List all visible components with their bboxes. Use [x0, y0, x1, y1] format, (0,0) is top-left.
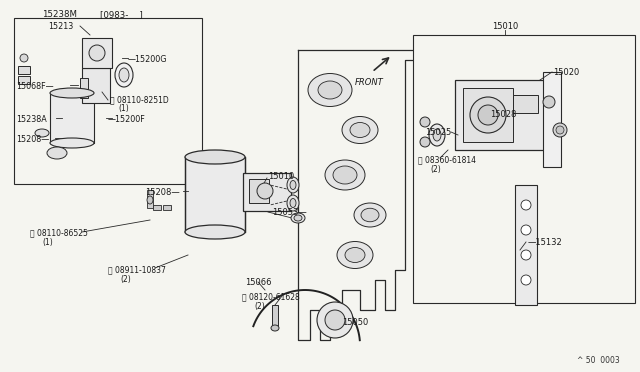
Bar: [82, 68, 110, 103]
Bar: [82, 38, 112, 68]
Ellipse shape: [433, 129, 441, 141]
Bar: [243, 173, 291, 211]
Text: FRONT: FRONT: [355, 78, 384, 87]
Bar: [272, 305, 278, 327]
Circle shape: [257, 183, 273, 199]
Text: 15025: 15025: [425, 128, 451, 137]
Ellipse shape: [354, 203, 386, 227]
Ellipse shape: [290, 180, 296, 189]
Text: 15208—: 15208—: [16, 135, 49, 144]
Bar: [153, 205, 161, 210]
Bar: [163, 205, 171, 210]
Ellipse shape: [361, 208, 379, 222]
Bar: [463, 88, 513, 142]
Text: 15010: 15010: [268, 172, 294, 181]
Bar: [249, 179, 269, 203]
Ellipse shape: [287, 195, 299, 211]
Text: (1): (1): [42, 238, 52, 247]
Ellipse shape: [50, 138, 94, 148]
Ellipse shape: [342, 116, 378, 144]
Ellipse shape: [333, 166, 357, 184]
Circle shape: [420, 137, 430, 147]
Text: —15200F: —15200F: [108, 115, 146, 124]
Ellipse shape: [287, 177, 299, 193]
Ellipse shape: [337, 241, 373, 269]
Bar: [455, 80, 545, 150]
Text: —15132: —15132: [528, 238, 563, 247]
Text: 15213: 15213: [48, 22, 73, 31]
Circle shape: [521, 275, 531, 285]
Circle shape: [553, 123, 567, 137]
Ellipse shape: [345, 247, 365, 263]
Text: 15238M: 15238M: [42, 10, 77, 19]
Bar: [515, 185, 537, 305]
Ellipse shape: [291, 213, 305, 223]
Text: ^ 50  0003: ^ 50 0003: [577, 356, 620, 365]
Ellipse shape: [119, 68, 129, 82]
Circle shape: [325, 310, 345, 330]
Circle shape: [317, 302, 353, 338]
Text: [0983-    ]: [0983- ]: [100, 10, 143, 19]
Circle shape: [478, 105, 498, 125]
Text: —15200G: —15200G: [128, 55, 168, 64]
Text: (1): (1): [118, 104, 129, 113]
Text: 15208—: 15208—: [145, 188, 180, 197]
Circle shape: [89, 45, 105, 61]
Bar: [80, 78, 88, 98]
Circle shape: [470, 97, 506, 133]
Circle shape: [521, 225, 531, 235]
Text: ⓝ 08911-10837: ⓝ 08911-10837: [108, 265, 166, 274]
Text: 15068F—: 15068F—: [16, 82, 54, 91]
Ellipse shape: [271, 325, 279, 331]
Text: 15238A: 15238A: [16, 115, 47, 124]
Ellipse shape: [308, 74, 352, 106]
Bar: [18, 66, 30, 74]
Bar: [147, 190, 153, 208]
Text: 15066: 15066: [245, 278, 271, 287]
Ellipse shape: [185, 225, 245, 239]
Ellipse shape: [185, 150, 245, 164]
Bar: [14, 18, 202, 184]
Text: 15020: 15020: [553, 68, 579, 77]
Bar: [185, 157, 245, 232]
Circle shape: [420, 117, 430, 127]
Ellipse shape: [47, 147, 67, 159]
Circle shape: [556, 126, 564, 134]
Ellipse shape: [294, 215, 302, 221]
Ellipse shape: [147, 196, 153, 204]
Ellipse shape: [50, 88, 94, 98]
Text: (2): (2): [430, 165, 441, 174]
Circle shape: [521, 250, 531, 260]
Text: Ⓑ 08110-86525: Ⓑ 08110-86525: [30, 228, 88, 237]
Bar: [413, 35, 635, 303]
Text: Ⓑ 08110-8251D: Ⓑ 08110-8251D: [110, 95, 169, 104]
Circle shape: [20, 54, 28, 62]
Bar: [513, 95, 538, 113]
Bar: [18, 76, 30, 84]
Ellipse shape: [429, 124, 445, 146]
Circle shape: [521, 200, 531, 210]
Text: 15028: 15028: [490, 110, 516, 119]
Bar: [50, 93, 94, 143]
Ellipse shape: [350, 122, 370, 138]
Bar: [543, 72, 561, 167]
Ellipse shape: [35, 129, 49, 137]
Ellipse shape: [290, 199, 296, 208]
Ellipse shape: [325, 160, 365, 190]
Ellipse shape: [115, 63, 133, 87]
Text: 15053—: 15053—: [272, 208, 307, 217]
Text: (2): (2): [254, 302, 265, 311]
Text: 15050: 15050: [342, 318, 368, 327]
Text: Ⓑ 08120-61628: Ⓑ 08120-61628: [242, 292, 300, 301]
Text: (2): (2): [120, 275, 131, 284]
Circle shape: [543, 96, 555, 108]
Text: 15010: 15010: [492, 22, 518, 31]
Text: Ⓢ 08360-61814: Ⓢ 08360-61814: [418, 155, 476, 164]
Ellipse shape: [318, 81, 342, 99]
